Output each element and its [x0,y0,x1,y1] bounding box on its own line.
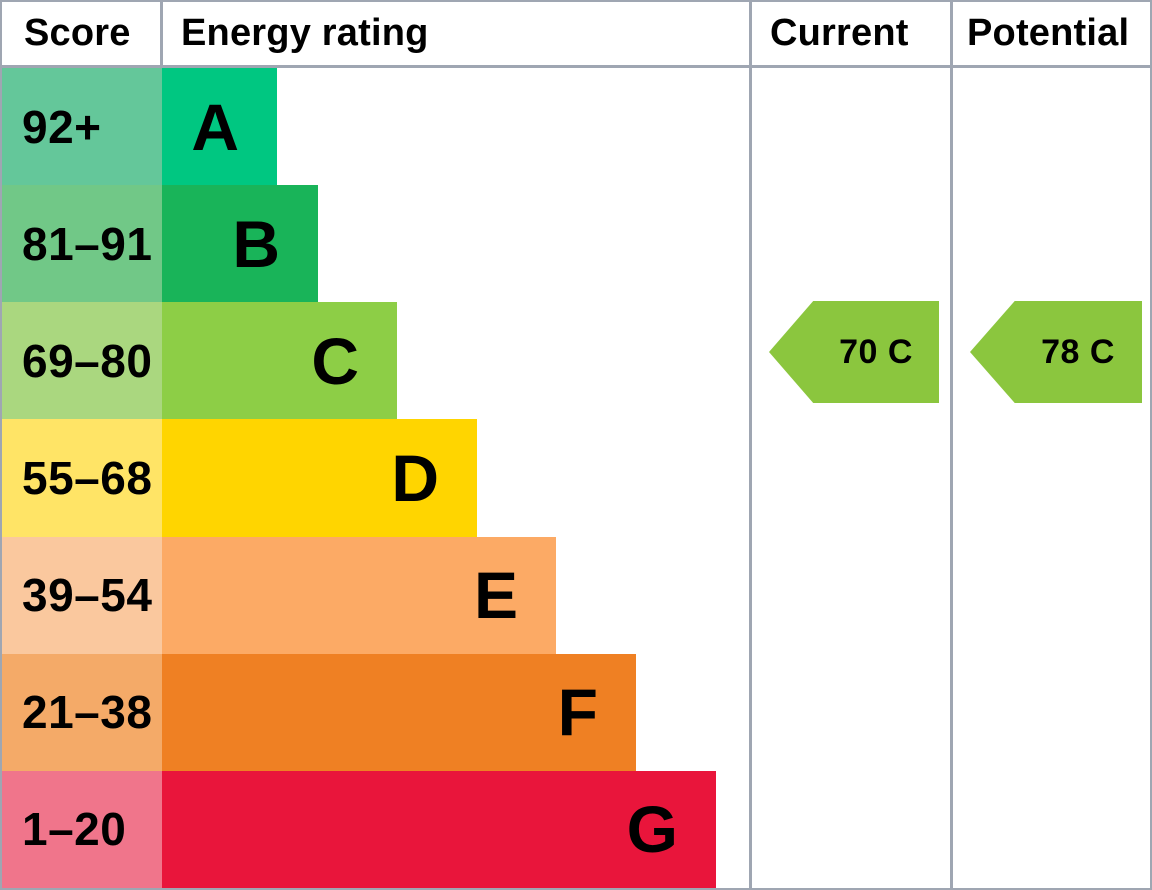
band-letter-g: G [626,792,678,867]
band-row-f: 21–38 F [2,653,1150,771]
band-letter-b: B [232,206,280,281]
band-row-d: 55–68 D [2,419,1150,537]
score-column-header: Score [24,12,131,54]
rating-bar-f: F [162,653,636,771]
band-row-a: 92+ A [2,68,1150,186]
current-column-header: Current [770,12,909,54]
current-column-divider-line [749,2,752,888]
score-range-a: 92+ [2,68,162,186]
rating-bar-g: G [162,770,716,888]
potential-column-divider-line [950,2,953,888]
score-range-f: 21–38 [2,653,162,771]
rating-bar-d: D [162,419,477,537]
score-column-divider-line [160,2,163,65]
score-range-c: 69–80 [2,302,162,420]
band-row-c: 69–80 C [2,302,1150,420]
band-letter-c: C [311,323,359,398]
rating-bar-c: C [162,302,397,420]
band-letter-d: D [391,440,439,515]
potential-rating-arrow: 78 C [970,301,1142,403]
band-letter-f: F [557,675,598,750]
band-rows: 92+ A 81–91 B 69–80 C 55–68 D 39–54 E 21–38 F 1–20 G [2,68,1150,888]
energy-rating-column-header: Energy rating [181,12,429,54]
band-letter-a: A [191,89,239,164]
band-row-e: 39–54 E [2,536,1150,654]
rating-bar-e: E [162,536,556,654]
band-row-b: 81–91 B [2,185,1150,303]
rating-bar-a: A [162,68,277,186]
band-letter-e: E [473,558,518,633]
score-range-d: 55–68 [2,419,162,537]
header-divider-line [2,65,1150,68]
potential-column-header: Potential [967,12,1130,54]
rating-bar-b: B [162,185,318,303]
score-range-e: 39–54 [2,536,162,654]
band-row-g: 1–20 G [2,770,1150,888]
score-range-b: 81–91 [2,185,162,303]
score-range-g: 1–20 [2,770,162,888]
